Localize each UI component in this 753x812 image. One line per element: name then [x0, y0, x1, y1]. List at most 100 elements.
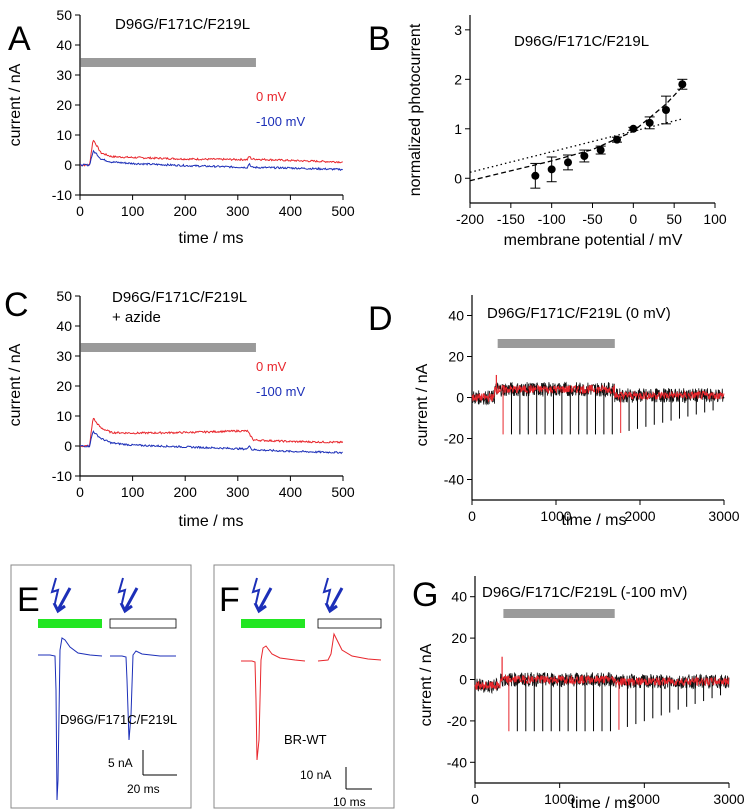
x-tick-label: 0	[471, 791, 479, 807]
panel-d-xlabel: time / ms	[562, 512, 627, 529]
panel-b-ylabel: normalized photocurrent	[407, 23, 424, 196]
x-tick-label: 200	[174, 203, 198, 219]
series-line-blue	[79, 149, 343, 172]
panel-b-title: D96G/F171C/F219L	[514, 33, 649, 50]
panel-f-scale-y: 10 nA	[300, 768, 331, 782]
y-tick-label: 30	[56, 67, 72, 83]
trace-e-green	[38, 637, 103, 801]
x-tick-label: 300	[226, 484, 250, 500]
panel-b: B D96G/F171C/F219L 0 1 2 3 -200 -150 -100 -50 0 5…	[368, 15, 727, 249]
panel-e-scale-x: 20 ms	[127, 782, 160, 796]
panel-g-ylabel: current / nA	[418, 643, 435, 726]
panel-a-ylabel: current / nA	[7, 63, 24, 146]
y-tick-label: -20	[444, 431, 464, 447]
x-tick-label: 200	[174, 484, 198, 500]
x-tick-label: 1000	[540, 508, 571, 524]
panel-g: G D96G/F171C/F219L (-100 mV) -40 -20 0 20 40…	[412, 576, 745, 812]
panel-f-scale-x: 10 ms	[333, 795, 366, 809]
x-tick-label: -100	[538, 211, 566, 227]
panel-c-legend-red: 0 mV	[256, 359, 287, 374]
fit-line-dotted	[469, 118, 683, 173]
panel-f-frame	[213, 564, 395, 809]
panel-b-letter: B	[368, 20, 391, 58]
y-tick-label: 40	[56, 318, 72, 334]
arrow-down-icon	[52, 587, 72, 614]
series-line-blue	[79, 430, 343, 455]
panel-c-title: D96G/F171C/F219L	[112, 289, 247, 306]
light-bar-dark	[109, 618, 177, 629]
panel-f-label: BR-WT	[284, 732, 327, 747]
y-tick-label: 20	[56, 378, 72, 394]
data-point	[645, 118, 654, 127]
panel-a-title: D96G/F171C/F219L	[115, 16, 250, 33]
panel-g-title: D96G/F171C/F219L (-100 mV)	[482, 584, 687, 601]
x-tick-label: 0	[76, 203, 84, 219]
data-point	[547, 165, 556, 174]
panel-d-title: D96G/F171C/F219L (0 mV)	[487, 305, 671, 322]
panel-e-frame	[10, 564, 192, 809]
y-tick-label: 1	[454, 121, 462, 137]
trace-red	[471, 384, 725, 403]
panel-c-ylabel: current / nA	[7, 343, 24, 426]
y-tick-label: 40	[56, 37, 72, 53]
data-point	[531, 171, 540, 180]
arrow-down-icon	[324, 587, 344, 614]
light-bar-dark	[317, 618, 382, 629]
x-tick-label: 500	[331, 203, 355, 219]
y-tick-label: 40	[451, 589, 467, 605]
y-tick-label: 0	[459, 672, 467, 688]
trace-f-green	[241, 645, 306, 761]
panel-c: C D96G/F171C/F219L + azide -100102030405…	[4, 286, 355, 530]
y-tick-label: -40	[444, 472, 464, 488]
trace-e-dark	[110, 650, 176, 741]
y-tick-label: 3	[454, 22, 462, 38]
data-point	[613, 135, 621, 144]
y-tick-label: 0	[64, 438, 72, 454]
panel-a-xlabel: time / ms	[179, 230, 244, 247]
x-tick-label: -50	[582, 211, 602, 227]
x-tick-label: 2000	[629, 791, 660, 807]
panel-d-letter: D	[368, 300, 393, 338]
y-tick-label: -10	[52, 187, 72, 203]
y-tick-label: 20	[56, 97, 72, 113]
data-point	[564, 158, 572, 167]
y-tick-label: -10	[52, 468, 72, 484]
y-tick-label: -20	[447, 713, 467, 729]
x-tick-label: 100	[121, 203, 145, 219]
x-tick-label: 50	[666, 211, 682, 227]
panel-g-xlabel: time / ms	[571, 795, 636, 812]
y-tick-label: 10	[56, 408, 72, 424]
series-line-red	[79, 139, 343, 167]
x-tick-label: 300	[226, 203, 250, 219]
lightning-icon	[50, 577, 60, 604]
panel-e-scale-y: 5 nA	[108, 756, 133, 770]
panel-a-legend-red: 0 mV	[256, 89, 287, 104]
data-point	[629, 124, 638, 133]
fit-line-dashed	[469, 86, 683, 182]
data-point	[596, 146, 605, 155]
light-on-bar	[80, 343, 256, 352]
x-tick-label: 100	[703, 211, 727, 227]
lightning-icon	[117, 577, 127, 604]
panel-e: E D96G/F171C/F219L 5 nA 20 ms	[10, 564, 192, 809]
light-on-bar	[497, 339, 615, 348]
x-tick-label: 500	[331, 484, 355, 500]
y-tick-label: 0	[454, 170, 462, 186]
panel-c-legend-blue: -100 mV	[256, 384, 305, 399]
x-tick-label: 3000	[713, 791, 744, 807]
x-tick-label: 3000	[708, 508, 739, 524]
series-line-red	[79, 417, 344, 448]
data-point	[662, 105, 670, 114]
panel-c-title2: + azide	[112, 309, 161, 326]
y-tick-label: 20	[451, 630, 467, 646]
y-tick-label: 10	[56, 127, 72, 143]
y-tick-label: 40	[448, 308, 464, 324]
x-tick-label: 0	[629, 211, 637, 227]
panel-g-letter: G	[412, 576, 438, 614]
light-on-bar	[503, 609, 615, 618]
lightning-icon	[322, 577, 332, 604]
panel-c-letter: C	[4, 286, 29, 324]
panel-c-xlabel: time / ms	[179, 513, 244, 530]
trace-f-dark	[317, 632, 382, 662]
